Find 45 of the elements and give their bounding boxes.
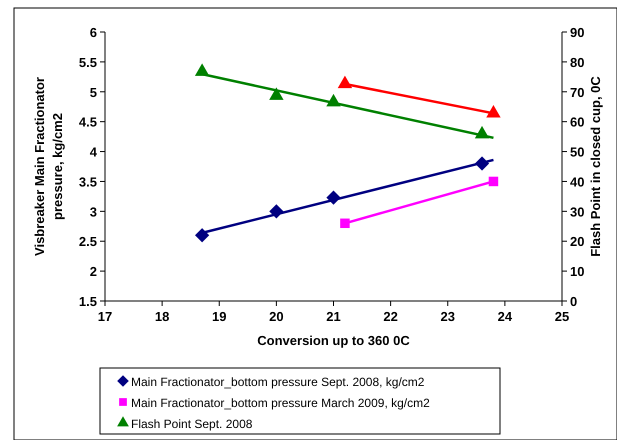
- point: [474, 156, 490, 171]
- x-axis-title: Conversion up to 360 0C: [257, 333, 410, 348]
- point: [326, 190, 341, 205]
- point: [340, 218, 350, 228]
- y2-tick-label: 80: [570, 54, 584, 70]
- x-tick-label: 24: [498, 309, 513, 324]
- y2-tick-label: 30: [570, 204, 584, 220]
- y-tick-label: 3.5: [78, 174, 97, 190]
- legend-label: Main Fractionator_bottom pressure March 2009, kg/cm2: [131, 396, 430, 410]
- y-tick-label: 5: [90, 84, 97, 100]
- y-tick-label: 2.5: [78, 234, 97, 250]
- legend-label: Main Fractionator_bottom pressure Sept. 2008, kg/cm2: [131, 375, 425, 389]
- point: [326, 94, 341, 106]
- y-tick-label: 4: [90, 144, 98, 160]
- y-tick-label: 4.5: [78, 114, 97, 130]
- y2-tick-label: 20: [570, 234, 584, 250]
- y-tick-label: 2: [90, 264, 97, 280]
- x-tick-label: 17: [98, 309, 112, 324]
- y2-tick-label: 90: [570, 25, 584, 40]
- y2-tick-label: 70: [570, 84, 584, 100]
- y2-axis-title: Flash Point in closed cup, 0C: [588, 76, 603, 257]
- x-tick-label: 18: [154, 309, 170, 324]
- y2-tick-label: 50: [570, 144, 584, 160]
- y-tick-label: 3: [90, 204, 97, 220]
- point: [474, 126, 490, 138]
- x-tick-label: 21: [326, 309, 341, 324]
- y-tick-label: 1.5: [78, 294, 97, 309]
- x-tick-label: 19: [212, 309, 226, 324]
- y-tick-label: 5.5: [78, 54, 97, 70]
- y-tick-label: 6: [90, 25, 97, 40]
- y2-tick-label: 60: [570, 114, 584, 130]
- point: [488, 176, 498, 186]
- y2-tick-label: 10: [570, 264, 584, 280]
- point: [194, 228, 210, 242]
- point: [194, 63, 210, 76]
- y2-tick-label: 0: [570, 294, 578, 309]
- y2-tick-label: 40: [570, 174, 584, 190]
- x-tick-label: 25: [554, 309, 570, 324]
- x-tick-label: 22: [383, 309, 398, 324]
- x-tick-label: 23: [440, 309, 455, 324]
- y-axis-title: Visbreaker Main Fractionator pressure, kg/cm2: [32, 77, 65, 256]
- point: [269, 204, 284, 218]
- x-tick-label: 20: [269, 309, 284, 324]
- legend-label: Flash Point Sept. 2008: [131, 417, 253, 431]
- point: [269, 87, 284, 100]
